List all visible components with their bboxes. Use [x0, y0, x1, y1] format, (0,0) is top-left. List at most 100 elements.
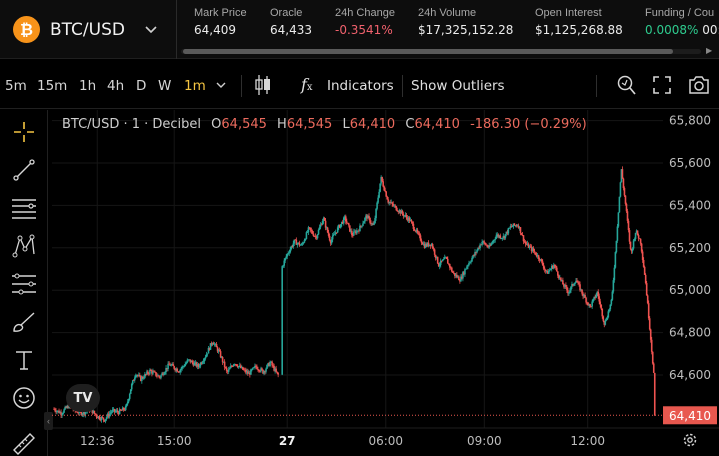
candle-body — [390, 202, 393, 204]
drawing-toolbar — [0, 110, 48, 456]
candle-body — [218, 350, 221, 352]
candle-body — [468, 262, 470, 266]
candle-body — [457, 276, 459, 278]
fullscreen-icon[interactable] — [653, 76, 671, 94]
candle-body — [426, 242, 429, 247]
candle-body — [58, 410, 60, 414]
candle-body — [459, 280, 461, 282]
funding-stat: Funding / Cou 0.0008% 00: — [645, 7, 719, 37]
candle-body — [396, 210, 399, 212]
sidebar-collapse-handle[interactable]: ‹ — [44, 412, 53, 430]
candle-body — [98, 416, 101, 420]
timeframe-1m[interactable]: 1m — [184, 78, 206, 94]
candle-type-icon[interactable] — [254, 74, 272, 96]
candle-body — [217, 350, 220, 352]
candle-body — [81, 414, 84, 416]
candle-body — [435, 256, 438, 258]
horizontal-lines-icon[interactable] — [10, 194, 38, 222]
candle-body — [266, 364, 268, 369]
change-24h-stat: 24h Change -0.3541% — [335, 7, 395, 37]
candle-body — [544, 269, 547, 272]
candle-body — [501, 238, 504, 239]
candle-body — [478, 247, 480, 249]
candle-body — [340, 221, 343, 225]
candle-body — [251, 369, 253, 371]
timeframe-4h[interactable]: 4h — [107, 78, 125, 94]
candle-body — [100, 417, 103, 421]
crosshair-icon[interactable] — [10, 118, 38, 146]
show-outliers-button[interactable]: Show Outliers — [411, 78, 505, 94]
candle-body — [211, 343, 214, 345]
magnifier-icon[interactable] — [616, 74, 636, 96]
candle-body — [353, 231, 355, 236]
timeframe-d[interactable]: D — [136, 78, 147, 94]
candle-body — [63, 409, 65, 413]
candle-body — [168, 363, 170, 365]
candle-body — [298, 242, 301, 246]
indicators-button[interactable]: Indicators — [327, 78, 394, 94]
trend-line-icon[interactable] — [10, 156, 38, 184]
candle-body — [645, 283, 648, 296]
candle-body — [632, 240, 635, 249]
candle-body — [558, 275, 560, 279]
fib-icon[interactable] — [10, 270, 38, 298]
candle-body — [601, 308, 604, 317]
candle-body — [610, 299, 613, 305]
candle-body — [545, 270, 548, 272]
price-chart[interactable]: 65,800 65,600 65,400 65,200 65,000 64,800 64,6… — [49, 110, 719, 456]
market-selector[interactable]: ₿ BTC/USD — [0, 0, 176, 59]
candle-body — [208, 347, 211, 350]
candle-body — [248, 372, 250, 374]
candle-body — [291, 246, 294, 248]
candle-body — [121, 407, 124, 411]
candle-body — [602, 316, 605, 321]
candle-body — [294, 239, 297, 241]
candle-body — [120, 410, 123, 412]
candle-body — [156, 375, 158, 377]
candle-body — [595, 295, 597, 298]
pattern-icon[interactable] — [10, 232, 38, 260]
candle-body — [622, 178, 625, 189]
emoji-icon[interactable] — [10, 384, 38, 412]
candle-body — [575, 280, 577, 283]
candle-body — [393, 205, 396, 207]
candle-body — [188, 359, 191, 361]
candle-body — [399, 210, 402, 214]
ruler-icon[interactable] — [10, 430, 38, 456]
scroll-right-arrow-icon[interactable]: ▶ — [706, 46, 713, 55]
candle-body — [244, 369, 246, 371]
candle-body — [446, 258, 449, 264]
candle-body — [579, 284, 581, 291]
tradingview-logo[interactable]: TV — [66, 384, 100, 412]
candle-body — [473, 255, 475, 257]
candle-body — [387, 199, 390, 203]
indicators-icon[interactable]: fx — [301, 75, 313, 94]
candle-body — [140, 376, 142, 381]
candle-body — [246, 371, 248, 373]
candle-body — [219, 351, 222, 358]
candle-body — [647, 303, 650, 319]
candle-body — [649, 329, 652, 340]
timeframe-w[interactable]: W — [158, 78, 172, 94]
timeframe-1h[interactable]: 1h — [79, 78, 97, 94]
price-axis[interactable]: 65,800 65,600 65,400 65,200 65,000 64,800 64,6… — [663, 114, 717, 425]
candle-body — [209, 343, 212, 350]
time-axis[interactable]: 12:36 15:00 27 06:00 09:00 12:00 — [49, 427, 719, 448]
candle-body — [481, 241, 483, 245]
candle-body — [597, 291, 600, 297]
candle-body — [486, 245, 488, 247]
divider — [241, 75, 242, 97]
timeframe-5m[interactable]: 5m — [5, 78, 27, 94]
candle-body — [635, 230, 638, 233]
candle-body — [93, 410, 96, 414]
candle-body — [212, 343, 215, 345]
text-icon[interactable] — [10, 346, 38, 374]
header-scrollbar-thumb[interactable] — [183, 49, 673, 54]
candle-body — [500, 238, 503, 239]
candle-body — [532, 248, 535, 252]
timeframe-15m[interactable]: 15m — [37, 78, 68, 94]
brush-icon[interactable] — [10, 308, 38, 336]
gear-icon[interactable] — [682, 432, 698, 448]
timeframe-chevron-icon[interactable] — [216, 82, 226, 89]
camera-icon[interactable] — [688, 76, 710, 94]
